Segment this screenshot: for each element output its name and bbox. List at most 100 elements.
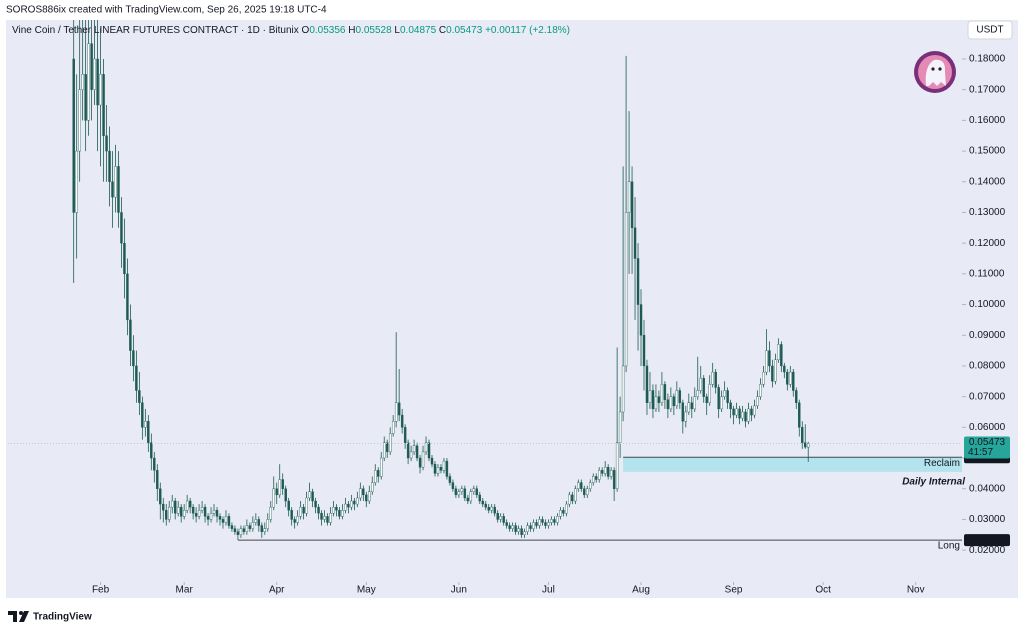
candle-body <box>206 516 210 520</box>
candle-body <box>711 371 714 385</box>
candle-body <box>335 506 338 511</box>
candle-body <box>263 528 267 532</box>
candle-body <box>442 460 446 471</box>
candle-body <box>362 488 365 496</box>
candle-body <box>735 408 738 416</box>
candle-body <box>368 491 371 502</box>
currency-button-bg[interactable] <box>967 20 1013 40</box>
candle-body <box>574 488 577 502</box>
y-tick-label: 0.06000 <box>969 422 1006 433</box>
y-tick-label: 0.07000 <box>969 391 1006 402</box>
candle-body <box>642 335 646 367</box>
candle-body <box>633 227 637 259</box>
candle-body <box>580 482 583 489</box>
y-tick-label: 0.14000 <box>969 176 1006 187</box>
candle-body <box>490 506 493 511</box>
candle-body <box>203 506 207 517</box>
candle-body <box>741 411 744 419</box>
candle-body <box>789 371 792 385</box>
legend-value: 0.05473 <box>446 25 483 36</box>
candle-body <box>120 212 123 244</box>
candle-body <box>774 359 777 382</box>
candle-body <box>338 510 341 517</box>
y-tick-label: 0.12000 <box>969 238 1006 249</box>
candle-body <box>365 494 368 502</box>
candle-body <box>418 457 422 468</box>
candle-body <box>239 528 243 535</box>
candle-body <box>565 503 568 514</box>
candle-body <box>726 390 729 403</box>
candle-body <box>523 531 526 535</box>
candle-body <box>75 150 78 213</box>
chart-background <box>6 20 1018 598</box>
candle-body <box>147 420 150 443</box>
candle-body <box>233 528 237 532</box>
candle-body <box>168 506 171 520</box>
candle-body <box>618 411 622 443</box>
candle-body <box>251 522 255 529</box>
candle-body <box>732 408 735 416</box>
candle-body <box>768 350 771 367</box>
brand: TradingView <box>33 612 92 623</box>
candle-body <box>153 457 156 471</box>
candle-body <box>702 378 705 397</box>
candle-body <box>765 350 768 373</box>
candle-body <box>630 181 634 229</box>
candle-body <box>472 488 476 492</box>
candle-body <box>260 525 264 532</box>
candle-body <box>245 525 249 532</box>
candle-body <box>194 513 198 517</box>
candle-body <box>377 470 380 477</box>
candle-body <box>242 528 246 532</box>
candle-body <box>394 402 398 422</box>
candle-body <box>508 525 511 529</box>
candle-body <box>484 503 487 508</box>
candle-body <box>645 365 649 403</box>
candle-body <box>87 43 90 121</box>
candle-body <box>502 516 505 523</box>
candle-body <box>801 427 804 443</box>
candle-body <box>329 513 332 523</box>
candle-body <box>81 74 84 90</box>
candle-body <box>305 497 308 514</box>
candle-body <box>209 513 213 520</box>
candle-body <box>254 519 258 523</box>
candle-body <box>314 500 317 508</box>
y-tick-label: 0.17000 <box>969 84 1006 95</box>
candle-body <box>532 522 535 529</box>
candle-body <box>212 510 216 514</box>
candle-body <box>165 510 168 520</box>
candle-body <box>738 408 741 419</box>
y-tick-label: 0.09000 <box>969 330 1006 341</box>
candle-body <box>197 510 201 517</box>
x-tick-label: Oct <box>815 585 831 596</box>
level-label: Long <box>938 541 960 552</box>
candle-body <box>621 365 625 413</box>
x-tick-label: Jul <box>542 585 555 596</box>
candle-body <box>424 442 428 453</box>
candle-body <box>162 503 165 511</box>
candle-body <box>156 470 159 489</box>
candle-body <box>332 506 335 514</box>
candle-body <box>114 166 117 198</box>
candle-body <box>454 488 458 496</box>
candle-body <box>448 476 452 483</box>
symbol: Vine Coin / Tether LINEAR FUTURES CONTRA… <box>12 25 299 36</box>
candle-body <box>266 519 269 529</box>
candle-body <box>224 516 228 523</box>
candle-body <box>99 74 102 106</box>
zone <box>623 457 962 472</box>
candle-body <box>571 494 574 502</box>
candle-body <box>281 479 284 489</box>
currency-button[interactable]: USDT <box>976 25 1003 36</box>
candle-body <box>720 396 723 410</box>
candle-body <box>344 503 347 511</box>
candle-body <box>469 491 473 502</box>
candle-body <box>236 531 240 535</box>
candle-body <box>597 470 601 480</box>
candle-body <box>499 516 502 520</box>
candle-body <box>553 519 556 523</box>
candle-body <box>708 384 711 403</box>
candle-body <box>520 528 523 535</box>
candle-body <box>129 319 132 351</box>
